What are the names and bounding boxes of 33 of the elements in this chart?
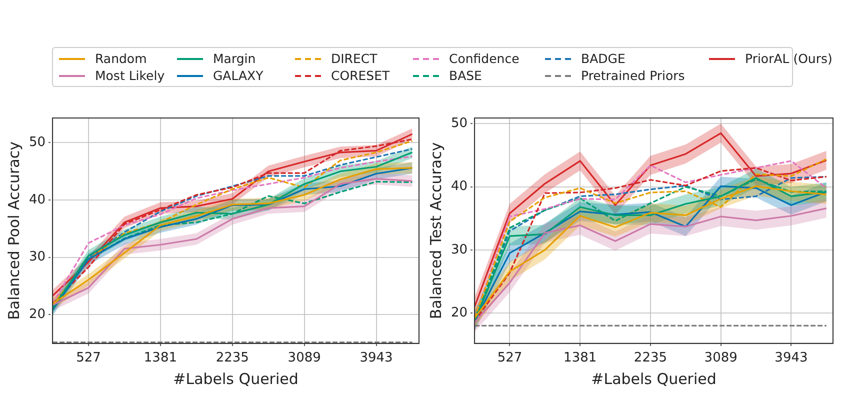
x-tick-label: 2235	[634, 350, 668, 366]
x-tick-label: 527	[76, 350, 101, 366]
x-tick-label: 1381	[564, 350, 597, 366]
legend-label: PriorAL (Ours)	[745, 51, 832, 66]
y-tick-label: 50	[28, 135, 46, 150]
y-axis-title: Balanced Test Accuracy	[426, 142, 445, 320]
x-tick-label: 3089	[704, 350, 738, 366]
legend-label: DIRECT	[331, 51, 378, 66]
y-tick-label: 30	[450, 242, 468, 258]
y-tick-label: 50	[450, 116, 468, 132]
x-tick-label: 3943	[360, 350, 393, 366]
x-tick-label: 3943	[774, 350, 808, 366]
legend-label: Pretrained Priors	[581, 68, 685, 83]
legend-label: CORESET	[331, 68, 390, 83]
x-tick-label: 3089	[288, 350, 321, 366]
legend-label: Random	[95, 51, 147, 66]
legend-label: BASE	[449, 68, 482, 83]
legend-label: Most Likely	[95, 68, 165, 83]
x-tick-label: 1381	[144, 350, 178, 366]
legend-label: Confidence	[449, 51, 520, 66]
legend-label: BADGE	[581, 51, 626, 66]
y-tick-label: 20	[450, 305, 468, 320]
y-tick-label: 20	[28, 307, 46, 322]
legend-label: GALAXY	[213, 68, 264, 83]
x-axis-title: #Labels Queried	[591, 370, 716, 388]
y-axis-title: Balanced Pool Accuracy	[4, 141, 23, 320]
x-axis-title: #Labels Queried	[173, 370, 298, 388]
x-tick-label: 2235	[216, 350, 249, 366]
legend-label: Margin	[213, 51, 256, 66]
y-tick-label: 30	[28, 250, 46, 265]
x-tick-label: 527	[497, 350, 522, 366]
y-tick-label: 40	[450, 179, 468, 194]
y-tick-label: 40	[28, 192, 46, 208]
